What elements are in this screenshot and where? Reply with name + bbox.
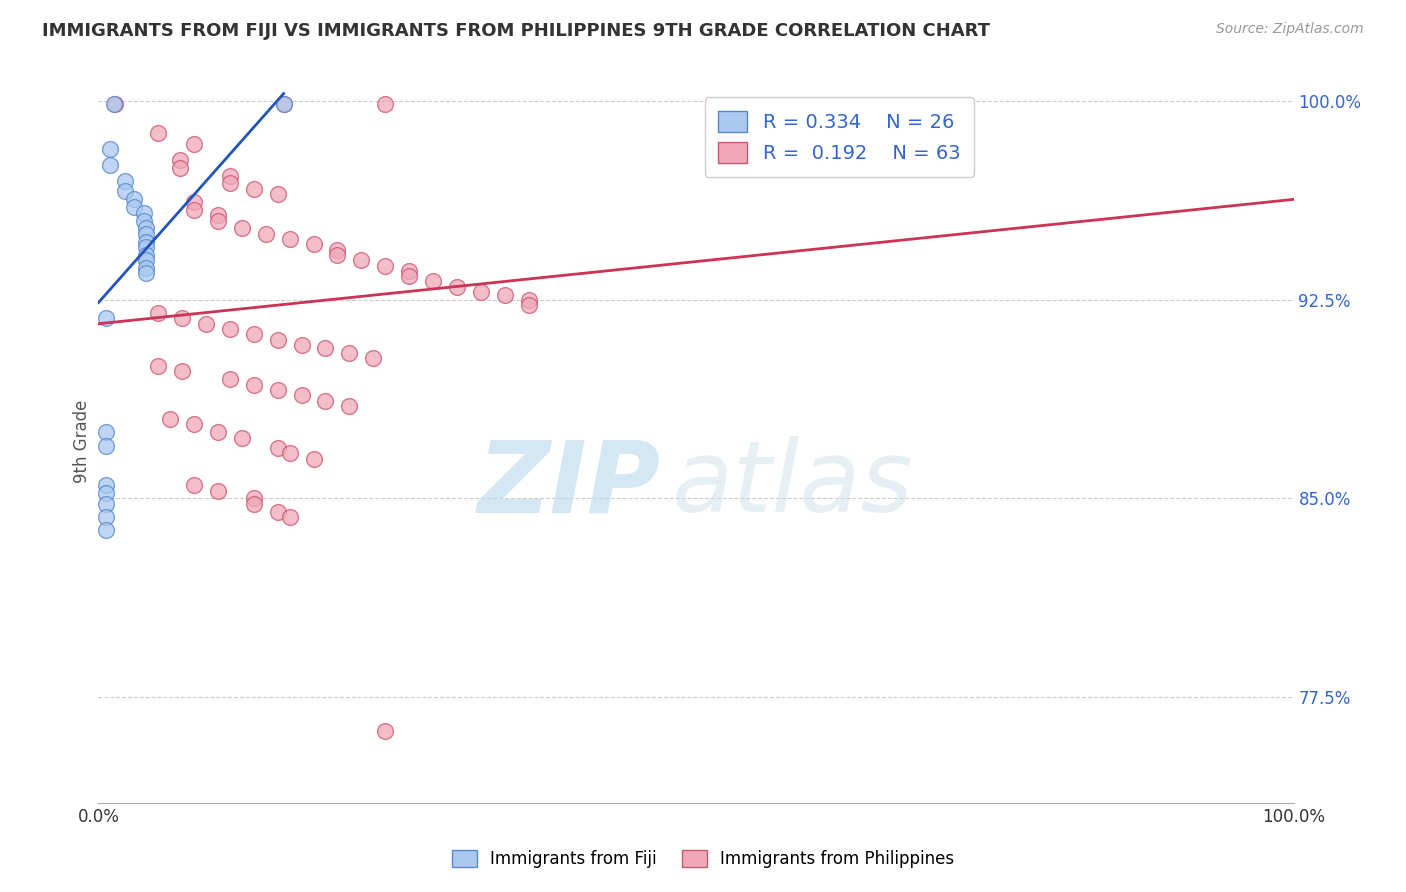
Point xyxy=(195,317,218,331)
Point xyxy=(135,240,157,254)
Point xyxy=(132,213,155,227)
Point xyxy=(114,185,136,199)
Point xyxy=(132,205,155,219)
Point xyxy=(207,213,229,227)
Point xyxy=(94,425,117,440)
Text: Source: ZipAtlas.com: Source: ZipAtlas.com xyxy=(1216,22,1364,37)
Point xyxy=(148,359,170,373)
Point xyxy=(103,97,125,112)
Point xyxy=(315,341,337,355)
Legend: Immigrants from Fiji, Immigrants from Philippines: Immigrants from Fiji, Immigrants from Ph… xyxy=(446,843,960,875)
Point xyxy=(172,311,194,326)
Point xyxy=(94,311,117,326)
Point xyxy=(243,182,266,196)
Point xyxy=(267,441,290,455)
Point xyxy=(326,248,349,262)
Point xyxy=(94,497,117,511)
Point xyxy=(135,267,157,281)
Point xyxy=(267,383,290,397)
Point xyxy=(273,97,295,112)
Point xyxy=(219,372,242,386)
Point xyxy=(183,478,205,492)
Point xyxy=(302,237,325,252)
Y-axis label: 9th Grade: 9th Grade xyxy=(73,400,91,483)
Point xyxy=(267,505,290,519)
Point xyxy=(159,412,181,426)
Point xyxy=(135,227,157,241)
Point xyxy=(398,269,420,284)
Point xyxy=(148,306,170,320)
Point xyxy=(135,261,157,276)
Point xyxy=(219,322,242,336)
Point xyxy=(124,193,146,207)
Legend: R = 0.334    N = 26, R =  0.192    N = 63: R = 0.334 N = 26, R = 0.192 N = 63 xyxy=(704,97,974,177)
Point xyxy=(183,202,205,217)
Point xyxy=(302,451,325,466)
Point xyxy=(183,194,205,209)
Point xyxy=(207,483,229,498)
Point xyxy=(446,279,468,293)
Point xyxy=(243,491,266,506)
Point xyxy=(98,142,122,156)
Point xyxy=(172,364,194,378)
Point xyxy=(278,510,301,524)
Point xyxy=(135,221,157,235)
Point xyxy=(219,169,242,183)
Point xyxy=(315,393,337,408)
Point xyxy=(98,158,122,172)
Point xyxy=(267,333,290,347)
Point xyxy=(94,438,117,452)
Point xyxy=(124,200,146,214)
Point xyxy=(135,235,157,249)
Point xyxy=(183,136,205,151)
Text: IMMIGRANTS FROM FIJI VS IMMIGRANTS FROM PHILIPPINES 9TH GRADE CORRELATION CHART: IMMIGRANTS FROM FIJI VS IMMIGRANTS FROM … xyxy=(42,22,990,40)
Point xyxy=(278,446,301,460)
Point xyxy=(231,431,253,445)
Point xyxy=(243,377,266,392)
Point xyxy=(267,187,290,202)
Point xyxy=(339,399,361,413)
Point xyxy=(135,253,157,268)
Point xyxy=(94,478,117,492)
Point xyxy=(273,97,295,112)
Point xyxy=(207,425,229,440)
Point xyxy=(183,417,205,432)
Point xyxy=(243,327,266,342)
Point xyxy=(94,486,117,500)
Point xyxy=(374,97,396,112)
Point xyxy=(517,298,540,312)
Point xyxy=(517,293,540,307)
Point xyxy=(374,259,396,273)
Point xyxy=(94,510,117,524)
Point xyxy=(135,248,157,262)
Point xyxy=(291,388,314,402)
Point xyxy=(363,351,385,366)
Point xyxy=(494,287,516,301)
Point xyxy=(291,338,314,352)
Point xyxy=(326,243,349,257)
Text: atlas: atlas xyxy=(672,436,914,533)
Point xyxy=(278,232,301,246)
Point xyxy=(470,285,492,299)
Point xyxy=(339,346,361,360)
Point xyxy=(350,253,373,268)
Point xyxy=(148,126,170,140)
Point xyxy=(219,177,242,191)
Point xyxy=(374,724,396,739)
Text: ZIP: ZIP xyxy=(477,436,661,533)
Point xyxy=(169,161,191,175)
Point xyxy=(422,274,444,288)
Point xyxy=(231,221,253,235)
Point xyxy=(243,497,266,511)
Point xyxy=(104,97,127,112)
Point xyxy=(94,523,117,537)
Point xyxy=(398,264,420,278)
Point xyxy=(169,153,191,167)
Point xyxy=(114,174,136,188)
Point xyxy=(207,208,229,222)
Point xyxy=(254,227,277,241)
